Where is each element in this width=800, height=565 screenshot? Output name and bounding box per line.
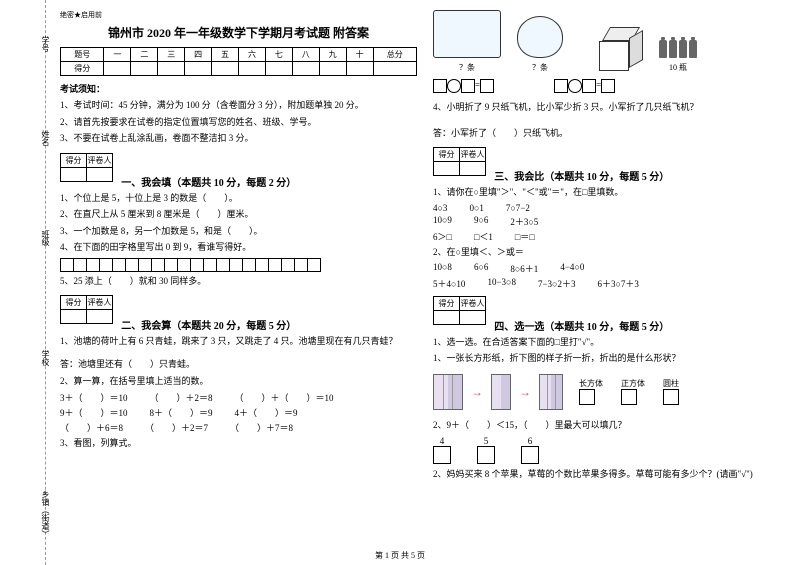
page-number: 第 1 页 共 5 页: [0, 550, 800, 561]
sub-question: 2、9＋（ ）＜15，（ ）里最大可以填几？: [433, 419, 790, 433]
check-box[interactable]: [621, 389, 637, 405]
figure-row: ？条 ？条 10 瓶: [433, 10, 790, 73]
writing-grid: [60, 258, 417, 272]
question: 2、在直尺上从 5 厘米到 8 厘米是（ ）厘米。: [60, 208, 417, 222]
question: 1、个位上是 5，十位上是 3 的数是（ ）。: [60, 192, 417, 206]
score-box: 得分评卷人: [433, 296, 486, 325]
arrow-icon: →: [519, 385, 531, 400]
answer-line: 答：池塘里还有（ ）只青蛙。: [60, 358, 417, 372]
question: 2、妈妈买来 8 个苹果，草莓的个数比苹果多得多。草莓可能有多少个？(请画"√"…: [433, 468, 790, 482]
notice-head: 考试须知：: [60, 82, 417, 95]
equation: =: [433, 79, 494, 93]
number-options: 4 5 6: [433, 436, 790, 464]
score-box: 得分评卷人: [60, 153, 113, 182]
check-box[interactable]: [433, 446, 451, 464]
notice-item: 3、不要在试卷上乱涂乱画，卷面不整洁扣 3 分。: [60, 132, 417, 146]
question: 1、选一选。在合适答案下面的□里打"√"。: [433, 336, 790, 350]
cube-icon: [599, 27, 643, 71]
question: 1、请你在○里填"＞"、"＜"或"＝"，在□里填数。: [433, 186, 790, 200]
binding-label: 学号: [40, 36, 51, 52]
question: 3、一个加数是 8，另一个加数是 5，和是（ ）。: [60, 225, 417, 239]
score-box: 得分评卷人: [433, 147, 486, 176]
exam-title: 锦州市 2020 年一年级数学下学期月考试题 附答案: [60, 24, 417, 41]
binding-label: 乡镇（街道）: [40, 490, 51, 538]
question: 4、小明折了 9 只纸飞机，比小军少折 3 只。小军折了几只纸飞机？: [433, 101, 790, 115]
binding-label: 学校: [40, 350, 51, 366]
sub-question: 1、一张长方形纸，折下图的样子折一折，折出的是什么形状？: [433, 352, 790, 366]
question: 5、25 添上（ ）就和 30 同样多。: [60, 275, 417, 289]
bottles-icon: [659, 40, 697, 58]
section-title: 四、选一选（本题共 10 分，每题 5 分）: [494, 318, 669, 333]
section-title: 一、我会填（本题共 10 分，每题 2 分）: [121, 174, 296, 189]
question: 2、在○里填＜、＞或＝: [433, 246, 790, 260]
answer-line: 答：小军折了（ ）只纸飞机。: [433, 127, 790, 141]
score-box: 得分评卷人: [60, 295, 113, 324]
fishbowl-icon: [517, 16, 563, 58]
section-title: 二、我会算（本题共 20 分，每题 5 分）: [121, 317, 296, 332]
check-box[interactable]: [579, 389, 595, 405]
fishtank-icon: [433, 10, 501, 58]
score-table: 题号一二三四五六七八九十总分 得分: [60, 47, 417, 76]
check-box[interactable]: [521, 446, 539, 464]
check-box[interactable]: [663, 389, 679, 405]
check-box[interactable]: [477, 446, 495, 464]
binding-label: 姓名: [40, 130, 51, 146]
section-title: 三、我会比（本题共 10 分，每题 5 分）: [494, 168, 669, 183]
notice-item: 2、请首先按要求在试卷的指定位置填写您的姓名、班级、学号。: [60, 116, 417, 130]
question: 1、池塘的荷叶上有 6 只青蛙，跳来了 3 只，又跳走了 4 只。池塘里现在有几…: [60, 335, 417, 349]
fold-figure: → → 长方体 正方体 圆柱: [433, 374, 790, 411]
arrow-icon: →: [471, 385, 483, 400]
question: 4、在下面的田字格里写出 0 到 9，看谁写得好。: [60, 241, 417, 255]
equation: =: [554, 79, 615, 93]
notice-item: 1、考试时间：45 分钟，满分为 100 分（含卷面分 3 分），附加题单独 2…: [60, 99, 417, 113]
question: 3、看图，列算式。: [60, 437, 417, 451]
binding-label: 班级: [40, 230, 51, 246]
sealed-label: 绝密★启用前: [60, 10, 417, 20]
question: 2、算一算，在括号里填上适当的数。: [60, 375, 417, 389]
